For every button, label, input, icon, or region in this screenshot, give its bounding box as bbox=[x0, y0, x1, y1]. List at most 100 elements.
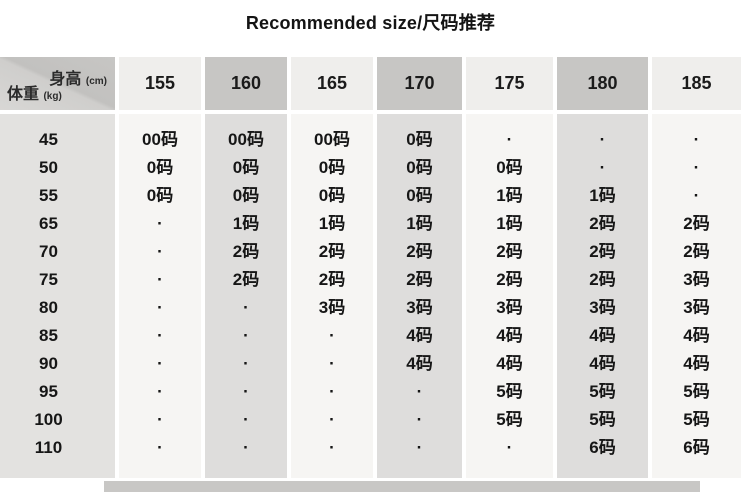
size-cell: · bbox=[599, 130, 606, 149]
size-cell: · bbox=[157, 382, 163, 401]
weight-label: 95 bbox=[39, 382, 58, 401]
size-cell: 5码 bbox=[683, 410, 710, 429]
page-title: Recommended size/尺码推荐 bbox=[245, 13, 496, 33]
size-cell: 5码 bbox=[496, 382, 523, 401]
size-cell: · bbox=[329, 382, 335, 401]
size-cell: 5码 bbox=[589, 410, 616, 429]
size-cell: 2码 bbox=[589, 270, 616, 289]
size-cell: · bbox=[243, 354, 249, 373]
height-header-175: 175 bbox=[466, 57, 553, 110]
size-cell: · bbox=[243, 438, 249, 457]
size-cell: · bbox=[157, 214, 163, 233]
size-cell: 0码 bbox=[318, 158, 346, 177]
size-cell: 1码 bbox=[232, 214, 260, 233]
table-header-row: 身高 (cm) 体重 (kg) 155 160 165 170 175 180 … bbox=[0, 57, 741, 110]
height-unit-label: (cm) bbox=[85, 76, 107, 87]
size-cell: · bbox=[243, 382, 249, 401]
size-cell: 0码 bbox=[146, 186, 174, 205]
size-cell: 4码 bbox=[496, 354, 523, 373]
size-cell: 0码 bbox=[406, 158, 433, 177]
size-cell: · bbox=[599, 158, 606, 177]
size-cell: 2码 bbox=[589, 214, 616, 233]
size-cell: 00码 bbox=[142, 130, 178, 149]
size-cell: 2码 bbox=[318, 270, 346, 289]
weight-axis-label: 体重 (kg) bbox=[7, 86, 62, 103]
weight-label: 45 bbox=[39, 130, 58, 149]
size-cell: · bbox=[157, 298, 163, 317]
height-header-185: 185 bbox=[652, 57, 741, 110]
size-cell: 0码 bbox=[232, 158, 260, 177]
size-cell: 1码 bbox=[406, 214, 433, 233]
size-cell: 2码 bbox=[683, 214, 710, 233]
size-recommendation-table: 身高 (cm) 体重 (kg) 155 160 165 170 175 180 … bbox=[0, 57, 741, 478]
size-cell: 00码 bbox=[314, 130, 350, 149]
size-cell: 2码 bbox=[232, 242, 260, 261]
size-cell: 3码 bbox=[683, 298, 710, 317]
size-cell: 2码 bbox=[496, 270, 523, 289]
size-cell: 4码 bbox=[496, 326, 523, 345]
size-column-165: 00码 0码 0码 1码 2码 2码 3码 · · · · · bbox=[291, 114, 373, 478]
size-cell: 3码 bbox=[589, 298, 616, 317]
size-cell: · bbox=[157, 270, 163, 289]
size-cell: · bbox=[157, 354, 163, 373]
size-cell: 2码 bbox=[406, 242, 433, 261]
size-cell: 4码 bbox=[406, 354, 433, 373]
size-cell: 1码 bbox=[318, 214, 346, 233]
size-cell: · bbox=[506, 130, 513, 149]
size-column-170: 0码 0码 0码 1码 2码 2码 3码 4码 4码 · · · bbox=[377, 114, 462, 478]
size-cell: 2码 bbox=[318, 242, 346, 261]
height-header-165: 165 bbox=[291, 57, 373, 110]
weight-column: 45 50 55 65 70 75 80 85 90 95 100 110 bbox=[0, 114, 115, 478]
size-cell: · bbox=[157, 242, 163, 261]
weight-label: 100 bbox=[34, 410, 63, 429]
weight-unit-label: (kg) bbox=[43, 91, 62, 102]
size-cell: 1码 bbox=[496, 186, 523, 205]
size-cell: 3码 bbox=[683, 270, 710, 289]
size-cell: · bbox=[416, 410, 423, 429]
corner-cell: 身高 (cm) 体重 (kg) bbox=[0, 57, 115, 110]
size-cell: · bbox=[329, 438, 335, 457]
weight-label: 55 bbox=[39, 186, 58, 205]
size-cell: · bbox=[243, 326, 249, 345]
size-cell: 0码 bbox=[318, 186, 346, 205]
size-cell: 00码 bbox=[228, 130, 264, 149]
size-column-185: · · · 2码 2码 3码 3码 4码 4码 5码 5码 6码 bbox=[652, 114, 741, 478]
size-cell: · bbox=[243, 410, 249, 429]
size-cell: 4码 bbox=[589, 354, 616, 373]
weight-label: 85 bbox=[39, 326, 58, 345]
size-cell: · bbox=[693, 158, 700, 177]
size-cell: 0码 bbox=[496, 158, 523, 177]
size-cell: 0码 bbox=[406, 130, 433, 149]
size-cell: · bbox=[416, 382, 423, 401]
size-cell: 0码 bbox=[146, 158, 174, 177]
size-cell: 2码 bbox=[589, 242, 616, 261]
size-cell: 5码 bbox=[589, 382, 616, 401]
size-cell: · bbox=[157, 438, 163, 457]
size-cell: · bbox=[416, 438, 423, 457]
size-cell: 6码 bbox=[589, 438, 616, 457]
weight-label: 75 bbox=[39, 270, 58, 289]
height-axis-label: 身高 (cm) bbox=[49, 71, 107, 88]
height-header-180: 180 bbox=[557, 57, 648, 110]
size-cell: · bbox=[329, 326, 335, 345]
weight-label: 110 bbox=[34, 438, 63, 457]
weight-label: 65 bbox=[39, 214, 58, 233]
height-header-155: 155 bbox=[119, 57, 201, 110]
size-cell: 2码 bbox=[496, 242, 523, 261]
weight-label: 70 bbox=[39, 242, 58, 261]
size-column-160: 00码 0码 0码 1码 2码 2码 · · · · · · bbox=[205, 114, 287, 478]
size-cell: 4码 bbox=[683, 326, 710, 345]
size-cell: 0码 bbox=[232, 186, 260, 205]
size-cell: 5码 bbox=[496, 410, 523, 429]
size-cell: 5码 bbox=[683, 382, 710, 401]
size-cell: · bbox=[506, 438, 513, 457]
size-cell: · bbox=[243, 298, 249, 317]
size-cell: 2码 bbox=[232, 270, 260, 289]
table-body: 45 50 55 65 70 75 80 85 90 95 100 110 00码 0码 0码 · · · · · · ·… bbox=[0, 114, 741, 478]
size-cell: · bbox=[157, 326, 163, 345]
height-header-170: 170 bbox=[377, 57, 462, 110]
size-cell: · bbox=[329, 410, 335, 429]
size-cell: · bbox=[157, 410, 163, 429]
size-cell: 3码 bbox=[318, 298, 346, 317]
size-cell: 3码 bbox=[496, 298, 523, 317]
